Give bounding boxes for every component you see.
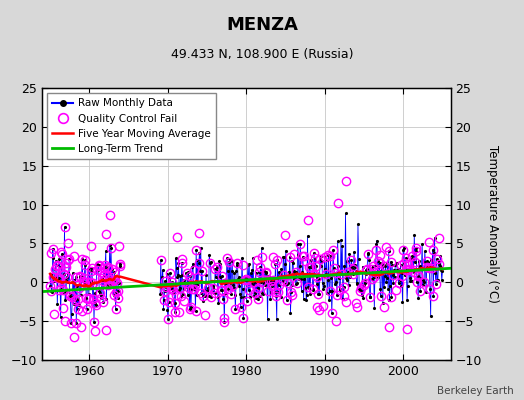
Legend: Raw Monthly Data, Quality Control Fail, Five Year Moving Average, Long-Term Tren: Raw Monthly Data, Quality Control Fail, … bbox=[47, 93, 216, 159]
Text: MENZA: MENZA bbox=[226, 16, 298, 34]
Text: 49.433 N, 108.900 E (Russia): 49.433 N, 108.900 E (Russia) bbox=[171, 48, 353, 61]
Y-axis label: Temperature Anomaly (°C): Temperature Anomaly (°C) bbox=[486, 145, 498, 303]
Text: Berkeley Earth: Berkeley Earth bbox=[437, 386, 514, 396]
